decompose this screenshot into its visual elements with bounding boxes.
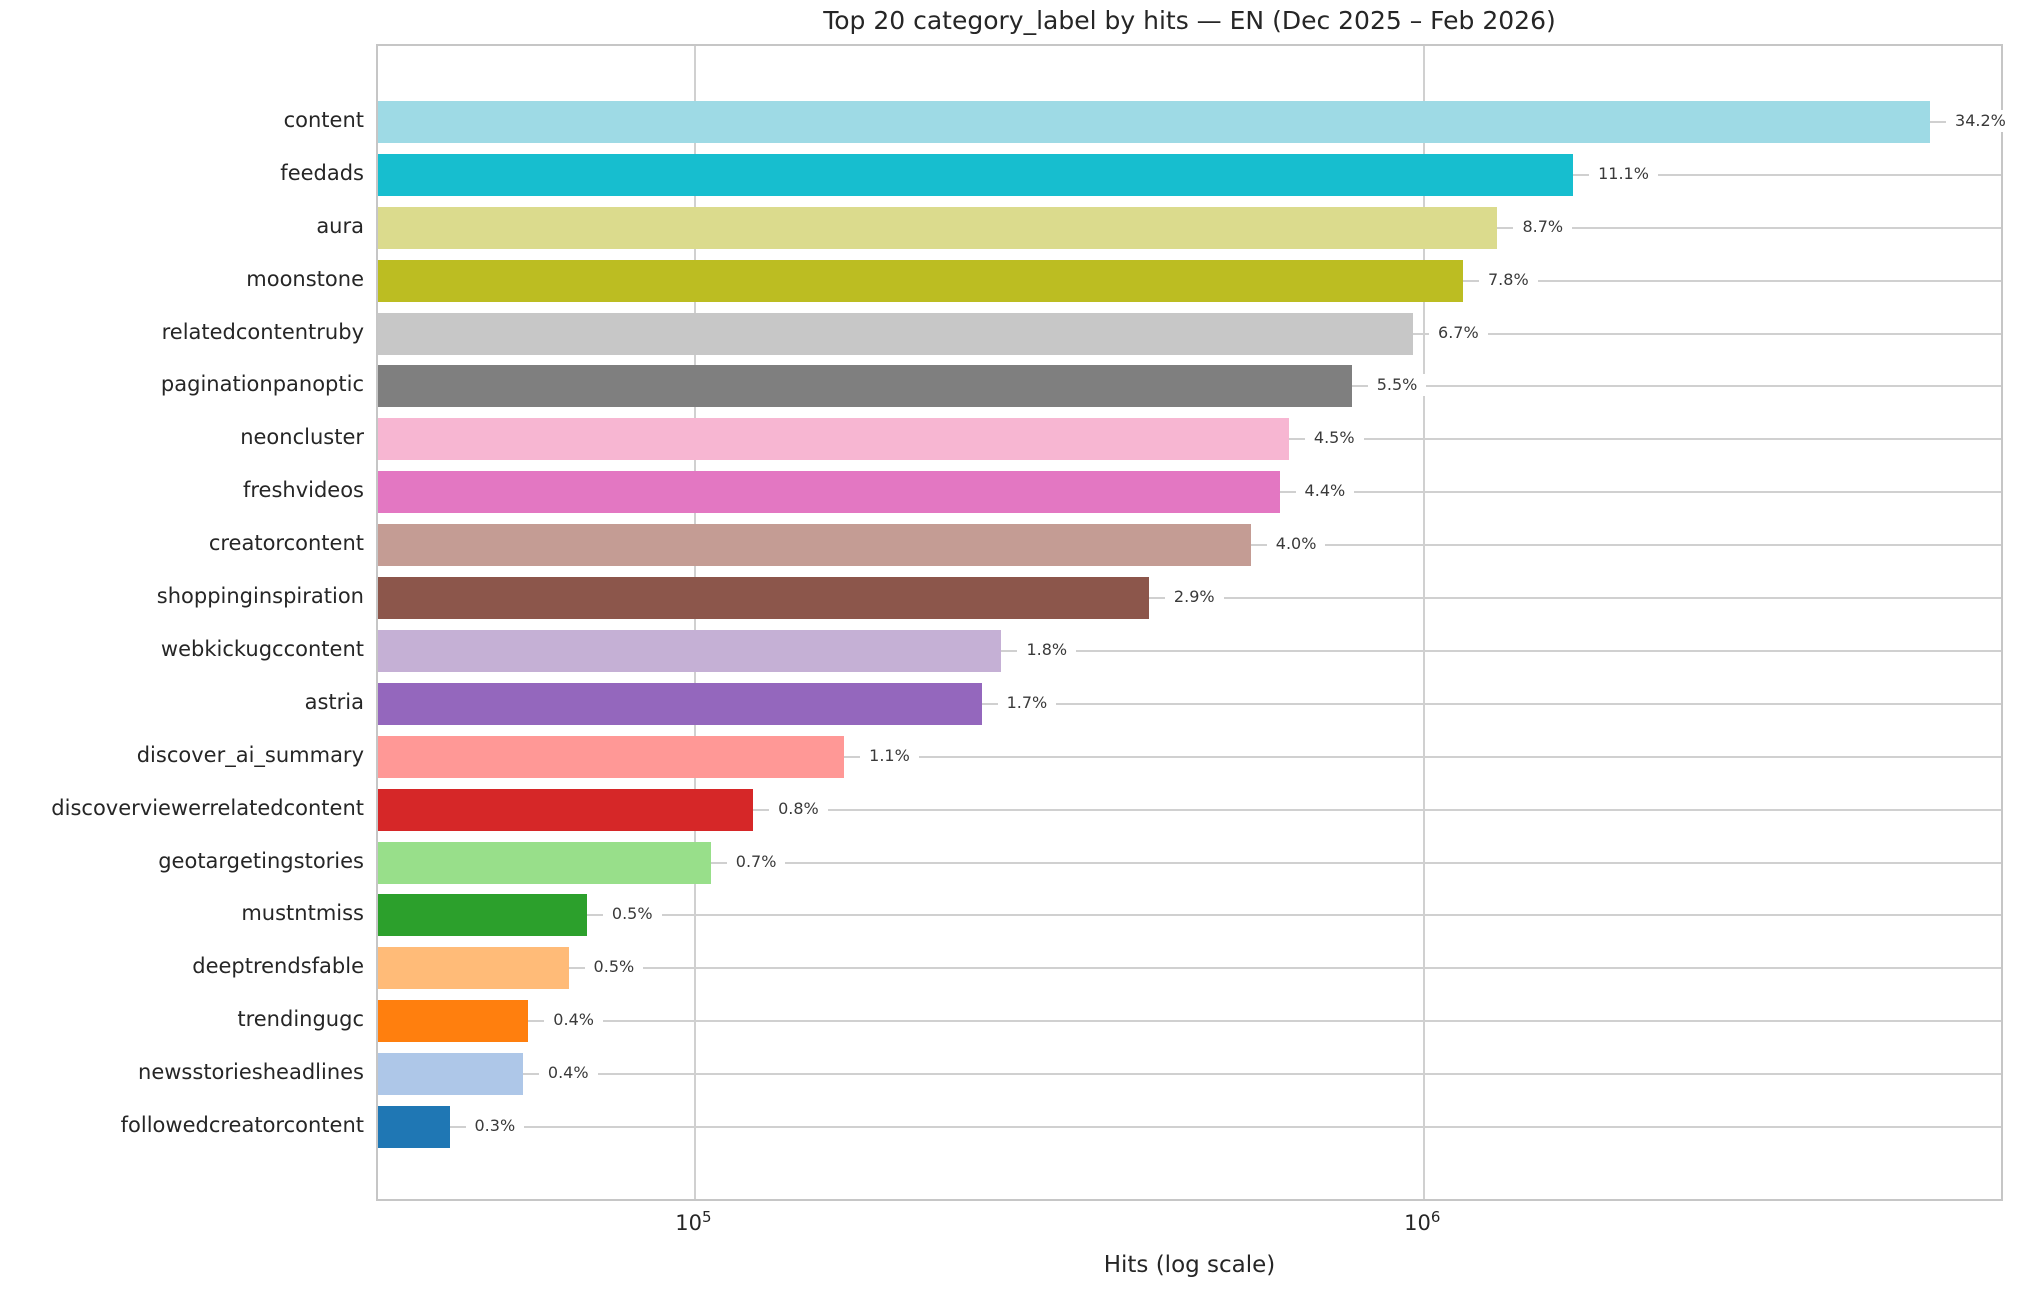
bar: [378, 418, 1289, 461]
gridline-h: [378, 649, 2001, 652]
y-tick-label: neoncluster: [240, 425, 364, 450]
bar: [378, 153, 1574, 196]
gridline-h: [378, 914, 2001, 917]
y-tick-label: shoppinginspiration: [156, 584, 364, 609]
bar-value-label: 4.4%: [1295, 480, 1355, 503]
bar-value-label: 4.5%: [1304, 427, 1364, 450]
bar-value-label: 8.7%: [1513, 215, 1573, 238]
bar: [378, 788, 754, 831]
bar: [378, 101, 1931, 143]
y-tick-label: content: [283, 108, 364, 132]
bar-value-label: 11.1%: [1589, 162, 1658, 185]
y-tick-label: mustntmiss: [241, 901, 364, 926]
y-tick-label: paginationpanoptic: [160, 372, 364, 397]
bar-value-label: 0.3%: [465, 1115, 525, 1137]
gridline-v: [694, 46, 697, 1199]
bar-value-label: 0.7%: [726, 850, 786, 873]
bar-value-label: 1.8%: [1017, 638, 1077, 661]
bar-value-label: 4.0%: [1266, 533, 1326, 556]
y-tick-label: freshvideos: [242, 478, 364, 503]
gridline-v: [1423, 46, 1426, 1199]
bar: [378, 524, 1251, 567]
y-tick-label: relatedcontentruby: [161, 319, 364, 344]
bar: [378, 312, 1414, 355]
bar: [378, 894, 587, 937]
x-tick-label: 105: [675, 1208, 712, 1235]
bar: [378, 206, 1498, 249]
bar: [378, 1000, 529, 1043]
bar: [378, 577, 1149, 620]
y-tick-label: trendingugc: [237, 1007, 364, 1032]
bar: [378, 1106, 450, 1148]
y-tick-label: followedcreatorcontent: [120, 1113, 364, 1137]
gridline-h: [378, 702, 2001, 705]
gridline-h: [378, 1126, 2001, 1128]
bar: [378, 365, 1352, 408]
gridline-h: [378, 1073, 2001, 1076]
bar-value-label: 6.7%: [1429, 321, 1488, 344]
gridline-h: [378, 967, 2001, 970]
bar-value-label: 1.7%: [997, 691, 1057, 714]
bar: [378, 735, 845, 778]
plot-area: 34.2% 11.1% 8.7% 7.8% 6.7% 5.5% 4.5% 4.4% 4.0% 2.…: [376, 44, 2015, 1201]
y-tick-label: discover_ai_summary: [136, 742, 364, 767]
y-tick-label: creatorcontent: [208, 531, 364, 556]
bar-value-label: 2.9%: [1164, 586, 1224, 609]
chart-title: Top 20 category_label by hits — EN (Dec …: [823, 6, 1556, 35]
gridline-h: [378, 808, 2001, 811]
bar-value-label: 34.2%: [1946, 110, 2015, 132]
bar-value-label: 5.5%: [1367, 374, 1427, 397]
y-tick-label: moonstone: [246, 266, 364, 291]
gridline-h: [378, 1020, 2001, 1023]
bar-value-label: 0.4%: [544, 1009, 603, 1032]
bar-value-label: 1.1%: [860, 744, 919, 767]
gridline-h: [378, 755, 2001, 758]
y-tick-label: feedads: [280, 160, 364, 185]
bar-value-label: 0.4%: [538, 1062, 598, 1085]
bar: [378, 629, 1002, 672]
bar: [378, 1053, 523, 1096]
y-tick-label: deeptrendsfable: [192, 954, 364, 979]
bar: [378, 841, 711, 884]
bar: [378, 259, 1463, 302]
gridline-h: [378, 861, 2001, 864]
x-axis-label: Hits (log scale): [1103, 1252, 1276, 1278]
bar: [378, 471, 1280, 514]
y-tick-label: geotargetingstories: [158, 848, 364, 873]
y-tick-label: discoverviewerrelatedcontent: [51, 795, 364, 820]
bar-value-label: 7.8%: [1479, 268, 1538, 291]
y-tick-label: astria: [304, 689, 364, 714]
bar-value-label: 0.5%: [584, 956, 644, 979]
y-tick-label: aura: [316, 213, 364, 238]
y-tick-label: webkickugccontent: [160, 636, 364, 661]
bar-value-label: 0.5%: [602, 903, 662, 926]
x-tick-label: 106: [1404, 1208, 1441, 1235]
y-tick-label: newsstoriesheadlines: [138, 1060, 364, 1085]
bar-value-label: 0.8%: [769, 797, 828, 820]
bar: [378, 682, 982, 725]
bar: [378, 947, 569, 990]
